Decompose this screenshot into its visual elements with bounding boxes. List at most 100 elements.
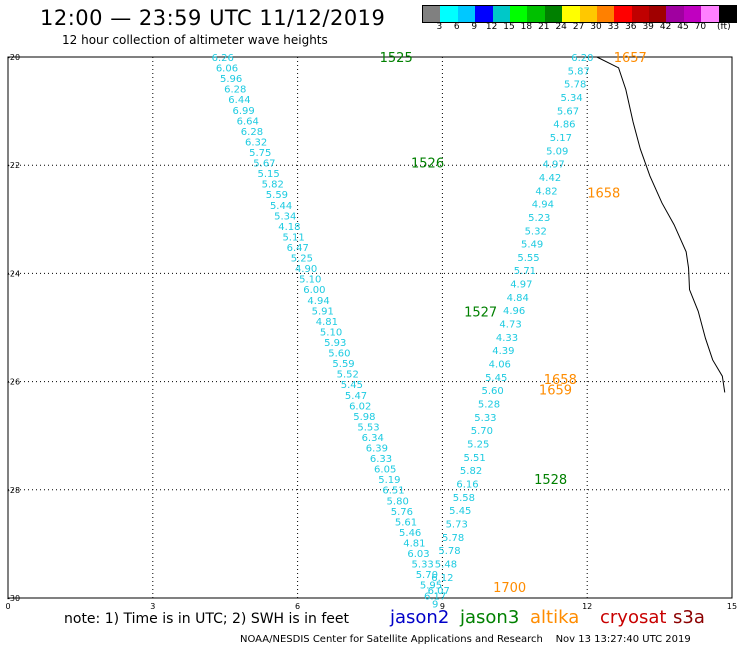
swh-value-altika: 5.58 [453, 493, 475, 504]
swh-value-altika: 4.73 [499, 320, 521, 331]
swh-value-jason3: 6.00 [303, 285, 325, 296]
swh-value-jason3: 4.81 [316, 317, 338, 328]
swh-value-jason3: 5.96 [220, 74, 242, 85]
swh-value-altika: 4.82 [535, 186, 557, 197]
swh-value-jason3: 6.99 [232, 106, 254, 117]
swh-value-jason3: 5.67 [253, 159, 275, 170]
legend-altika: altika [530, 607, 580, 628]
legend-cryosat: cryosat [600, 607, 667, 628]
swh-value-jason3: 5.25 [291, 254, 313, 265]
color-scale-legend [422, 5, 738, 23]
x-tick-label: 3 [150, 602, 155, 610]
swh-value-altika: 5.17 [550, 133, 572, 144]
swh-value-altika: 5.60 [481, 386, 503, 397]
y-tick-label: -24 [7, 269, 20, 278]
legend-label: 70 [694, 22, 707, 32]
legend-swatch [614, 6, 632, 22]
swh-value-jason3: 5.52 [337, 370, 359, 381]
swh-value-jason3: 5.80 [387, 496, 409, 507]
swh-value-jason3: 5.46 [399, 528, 421, 539]
swh-value-altika: 4.96 [503, 306, 525, 317]
swh-value-altika: 5.25 [467, 439, 489, 450]
swh-value-altika: 5.48 [435, 559, 457, 570]
legend-swatch [544, 6, 563, 22]
legend-label: 39 [642, 22, 654, 32]
x-tick-label: 6 [295, 602, 300, 610]
swh-value-jason3: 5.95 [420, 581, 442, 592]
swh-value-jason3: 5.33 [412, 560, 434, 571]
x-tick-label: 15 [727, 602, 737, 610]
note-text: note: 1) Time is in UTC; 2) SWH is in fe… [64, 611, 350, 627]
legend-swatch [440, 6, 458, 22]
swh-value-jason3: 6.05 [374, 465, 396, 476]
swh-value-altika: 5.51 [464, 453, 486, 464]
swh-value-jason3: 6.34 [362, 433, 384, 444]
legend-jason2: jason2 [390, 607, 450, 628]
swh-value-altika: 5.70 [471, 426, 493, 437]
swh-value-jason3: 5.34 [274, 211, 296, 222]
swh-value-altika: 6.20 [571, 53, 593, 64]
swh-value-altika: 4.97 [543, 160, 565, 171]
swh-value-jason3: 4.90 [295, 264, 317, 275]
legend-swatch [631, 6, 650, 22]
swh-value-jason3: 6.02 [349, 401, 371, 412]
swh-value-jason3: 6.47 [287, 243, 309, 254]
x-tick-label: 9 [440, 602, 445, 610]
y-tick-label: -22 [7, 161, 20, 170]
legend-label: 18 [520, 22, 533, 32]
swh-value-jason3: 4.94 [307, 296, 329, 307]
legend-swatch [527, 6, 545, 22]
legend-label: 6 [453, 22, 460, 32]
time-label-altika: 1658 [544, 373, 577, 388]
legend-jason3: jason3 [460, 607, 520, 628]
legend-swatch [701, 6, 719, 22]
legend-swatch [475, 6, 493, 22]
time-label-altika: 1659 [539, 384, 572, 399]
legend-label: 9 [471, 22, 478, 32]
swh-value-altika: 5.67 [557, 106, 579, 117]
time-label-altika: 1658 [587, 186, 620, 201]
swh-value-jason3: 5.44 [270, 201, 292, 212]
swh-value-jason3: 6.64 [237, 116, 259, 127]
legend-label: 33 [607, 22, 620, 32]
legend-swatch [562, 6, 580, 22]
swh-value-jason3: 6.28 [241, 127, 263, 138]
swh-value-altika: 5.32 [525, 226, 547, 237]
swh-value-altika: 5.71 [514, 266, 536, 277]
legend-label: 27 [572, 22, 585, 32]
legend-label: 30 [590, 22, 602, 32]
coastline [596, 56, 726, 393]
swh-value-jason3: 6.06 [216, 64, 238, 75]
swh-value-altika: 4.42 [539, 173, 561, 184]
legend-swatch [579, 6, 597, 22]
legend-label: (ft) [717, 22, 731, 32]
swh-value-altika: 4.06 [489, 360, 511, 371]
swh-value-altika: 9 [432, 599, 438, 610]
swh-value-jason3: 5.93 [324, 338, 346, 349]
swh-value-altika: 5.23 [528, 213, 550, 224]
swh-value-jason3: 6.33 [370, 454, 392, 465]
time-label-jason3: 1526 [411, 156, 444, 171]
swh-value-jason3: 5.91 [312, 306, 334, 317]
legend-label: 45 [677, 22, 689, 32]
swh-value-jason3: 4.18 [278, 222, 300, 233]
swh-value-jason3: 5.19 [378, 475, 400, 486]
x-tick-label: 0 [5, 602, 10, 610]
swh-value-altika: 5.78 [564, 80, 586, 91]
legend-label: 36 [625, 22, 637, 32]
swh-value-jason3: 6.17 [424, 591, 446, 602]
altimeter-map: 0 3 6 9 12 15-20-22-24-26-28-306.266.065.966.… [5, 51, 737, 610]
swh-value-altika: 5.45 [449, 506, 471, 517]
swh-value-altika: 4.33 [496, 333, 518, 344]
swh-value-jason3: 4.81 [403, 539, 425, 550]
legend-swatch [457, 6, 476, 22]
legend-label: 24 [555, 22, 567, 32]
swh-value-jason3: 5.53 [357, 422, 379, 433]
footer-credit: NOAA/NESDIS Center for Satellite Applica… [240, 634, 691, 645]
time-label-jason3: 1528 [534, 473, 567, 488]
chart-title: 12:00 — 23:59 UTC 11/12/2019 [40, 6, 386, 30]
legend-swatch [718, 6, 737, 22]
swh-value-altika: 5.73 [446, 519, 468, 530]
swh-value-altika: 5.34 [560, 93, 582, 104]
legend-swatch [423, 6, 441, 22]
